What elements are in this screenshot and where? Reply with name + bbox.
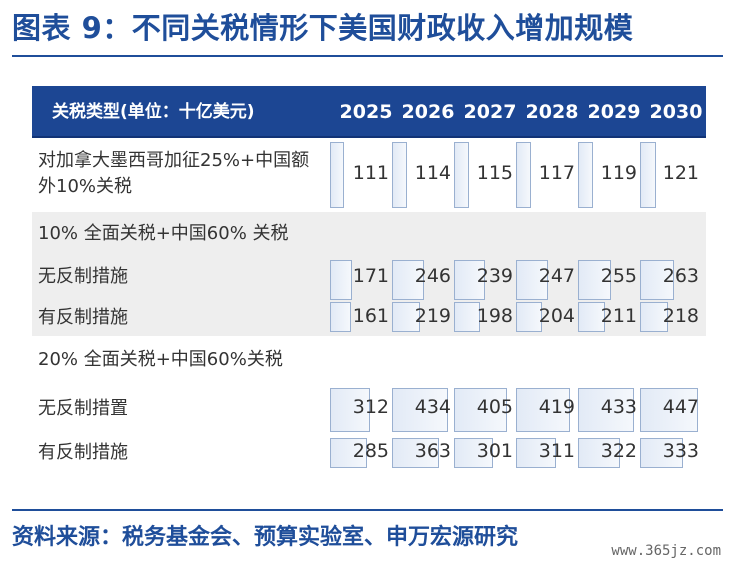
data-value: 119 — [600, 162, 637, 184]
row-label: 无反制措置 — [38, 398, 128, 419]
data-bar — [392, 388, 448, 432]
data-bar — [454, 142, 469, 208]
data-value: 255 — [600, 265, 637, 287]
data-value: 211 — [600, 305, 637, 327]
section-title-row: 10% 全面关税+中国60% 关税 — [32, 212, 706, 256]
row-label: 有反制措施 — [38, 442, 128, 463]
data-bar — [516, 260, 548, 300]
tariff-revenue-table: 关税类型(单位：十亿美元) 2025 2026 2027 2028 2029 2… — [32, 86, 706, 472]
year-2026: 2026 — [401, 101, 455, 123]
data-value: 312 — [352, 396, 389, 418]
year-2029: 2029 — [587, 101, 641, 123]
data-value: 219 — [414, 305, 451, 327]
data-value: 247 — [538, 265, 575, 287]
data-bar — [516, 142, 531, 208]
data-value: 363 — [414, 440, 451, 462]
data-bar — [330, 142, 344, 208]
year-2030: 2030 — [649, 101, 703, 123]
data-value: 111 — [352, 162, 389, 184]
data-value: 198 — [476, 305, 513, 327]
section-title-c: 20% 全面关税+中国60%关税 — [38, 349, 283, 370]
data-value: 434 — [414, 396, 451, 418]
data-value: 115 — [476, 162, 513, 184]
watermark: www.365jz.com — [607, 542, 725, 560]
data-value: 171 — [352, 265, 389, 287]
year-2028: 2028 — [525, 101, 579, 123]
data-value: 405 — [476, 396, 513, 418]
data-bar — [454, 438, 493, 468]
row-label: 有反制措施 — [38, 307, 128, 328]
table-row-scenario-a: 对加拿大墨西哥加征25%+中国额 外10%关税 111 114 115 117 119 1… — [32, 138, 706, 212]
data-value: 419 — [538, 396, 575, 418]
data-value: 322 — [600, 440, 637, 462]
data-bar — [330, 438, 367, 468]
data-bar — [330, 260, 352, 300]
data-bar — [392, 142, 407, 208]
data-bar — [640, 260, 674, 300]
data-value: 121 — [662, 162, 699, 184]
data-bar — [640, 302, 668, 332]
data-value: 285 — [352, 440, 389, 462]
table-row-c-retaliation: 有反制措施 285 363 301 311 322 333 — [32, 436, 706, 472]
year-2025: 2025 — [339, 101, 393, 123]
header-label: 关税类型(单位：十亿美元) — [52, 102, 255, 122]
data-bar — [516, 388, 570, 432]
row-label-line2: 外10%关税 — [38, 176, 133, 197]
table-row-b-no-retaliation: 无反制措施 171 246 239 247 255 263 — [32, 256, 706, 300]
data-value: 333 — [662, 440, 699, 462]
data-bar — [640, 388, 698, 432]
data-bar — [640, 438, 683, 468]
row-label-line1: 对加拿大墨西哥加征25%+中国额 — [38, 150, 310, 171]
data-value: 311 — [538, 440, 575, 462]
title-rule — [12, 55, 723, 57]
source-note: 资料来源：税务基金会、预算实验室、申万宏源研究 — [12, 525, 519, 550]
data-value: 161 — [352, 305, 389, 327]
data-value: 218 — [662, 305, 699, 327]
section-title-row: 20% 全面关税+中国60%关税 — [32, 336, 706, 384]
table-header: 关税类型(单位：十亿美元) 2025 2026 2027 2028 2029 2… — [32, 86, 706, 138]
data-bar — [578, 260, 611, 300]
data-bar — [392, 438, 439, 468]
data-bar — [392, 260, 424, 300]
data-value: 447 — [662, 396, 699, 418]
row-label: 无反制措施 — [38, 266, 128, 287]
data-value: 301 — [476, 440, 513, 462]
data-value: 433 — [600, 396, 637, 418]
data-bar — [640, 142, 656, 208]
data-bar — [516, 438, 556, 468]
table-row-b-retaliation: 有反制措施 161 219 198 204 211 218 — [32, 300, 706, 336]
source-rule — [12, 509, 723, 511]
table-row-c-no-retaliation: 无反制措置 312 434 405 419 433 447 — [32, 384, 706, 436]
data-bar — [454, 260, 485, 300]
data-value: 114 — [414, 162, 451, 184]
data-bar — [578, 438, 620, 468]
figure-title: 图表 9：不同关税情形下美国财政收入增加规模 — [12, 11, 634, 45]
data-bar — [578, 388, 634, 432]
data-value: 239 — [476, 265, 513, 287]
data-bar — [578, 142, 593, 208]
data-bar — [454, 388, 507, 432]
data-value: 246 — [414, 265, 451, 287]
data-value: 204 — [538, 305, 575, 327]
section-title-b: 10% 全面关税+中国60% 关税 — [38, 223, 289, 244]
data-value: 263 — [662, 265, 699, 287]
data-bar — [392, 302, 420, 332]
data-bar — [330, 302, 351, 332]
data-bar — [454, 302, 480, 332]
data-value: 117 — [538, 162, 575, 184]
data-bar — [578, 302, 605, 332]
data-bar — [330, 388, 370, 432]
data-bar — [516, 302, 542, 332]
year-2027: 2027 — [463, 101, 517, 123]
